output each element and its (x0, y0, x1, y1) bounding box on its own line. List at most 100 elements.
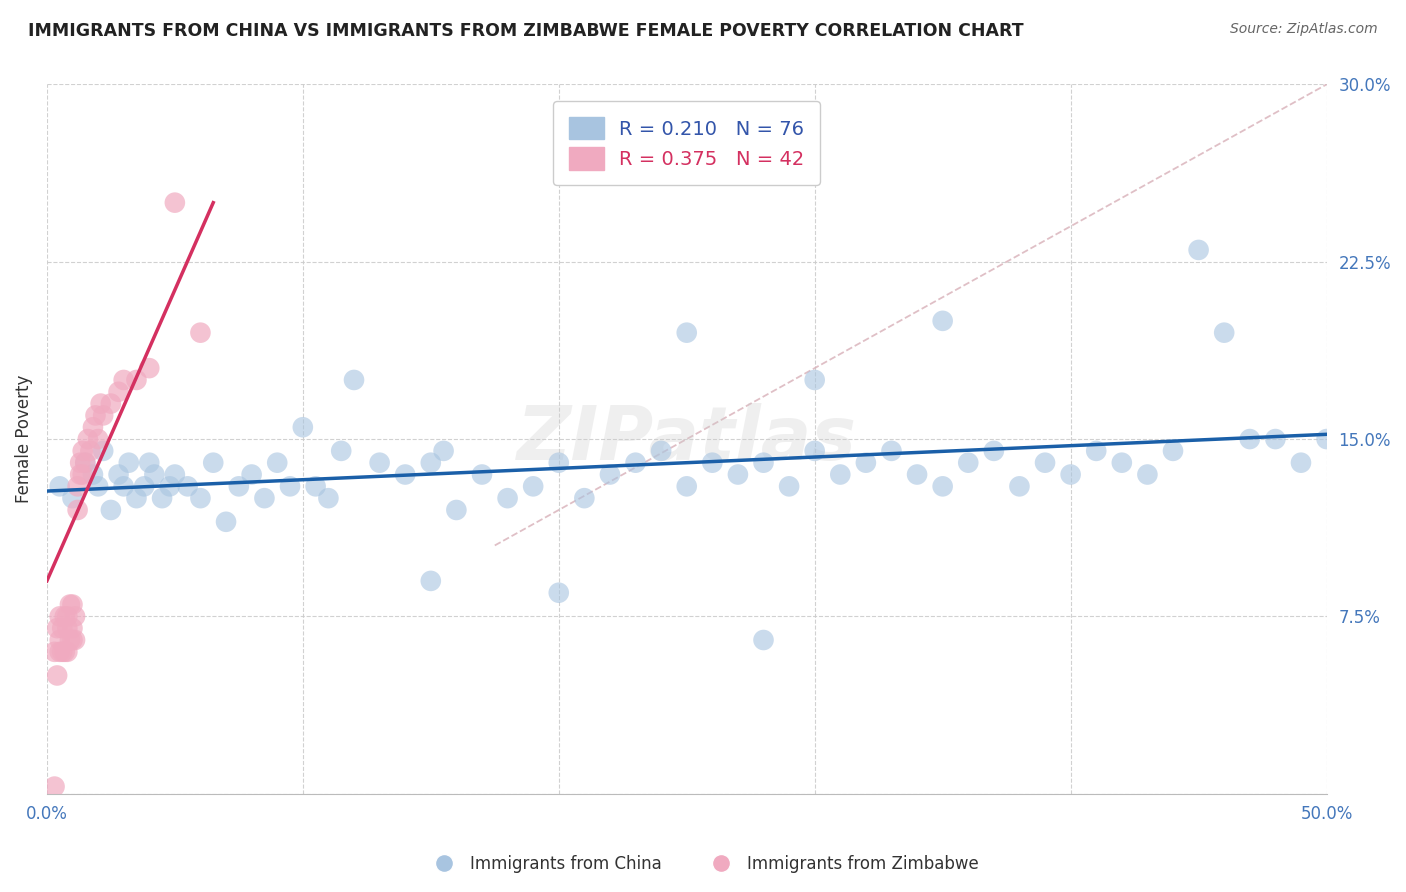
Point (343, 373, 366, 387)
Point (91, 443, 114, 458)
Text: IMMIGRANTS FROM CHINA VS IMMIGRANTS FROM ZIMBABWE FEMALE POVERTY CORRELATION CHA: IMMIGRANTS FROM CHINA VS IMMIGRANTS FROM… (28, 22, 1024, 40)
Point (107, 467, 129, 482)
Point (84, 409, 107, 423)
Point (51, 621, 73, 635)
Point (752, 632, 775, 647)
Point (1008, 479, 1031, 493)
Point (176, 479, 198, 493)
Point (159, 479, 181, 493)
Point (53, 609, 76, 624)
Point (163, 195, 186, 210)
Point (1239, 432, 1261, 446)
Point (855, 456, 877, 470)
Point (1289, 456, 1312, 470)
Point (107, 384, 129, 399)
Point (291, 420, 314, 434)
Point (1264, 432, 1286, 446)
Point (419, 574, 441, 588)
Point (46, 668, 69, 682)
Point (675, 326, 697, 340)
Point (1111, 456, 1133, 470)
Point (112, 479, 135, 493)
Point (75, 456, 97, 470)
Point (79, 443, 101, 458)
Point (266, 456, 288, 470)
Point (522, 479, 544, 493)
Point (91, 409, 114, 423)
Point (983, 443, 1005, 458)
Point (51, 645, 73, 659)
Point (650, 443, 672, 458)
Point (150, 491, 173, 505)
Point (304, 479, 326, 493)
Point (1161, 443, 1184, 458)
Point (53, 645, 76, 659)
Point (134, 479, 156, 493)
Point (63, 632, 86, 647)
Point (118, 456, 141, 470)
Legend: R = 0.210   N = 76, R = 0.375   N = 42: R = 0.210 N = 76, R = 0.375 N = 42 (554, 102, 820, 185)
Point (125, 373, 148, 387)
Point (702, 456, 724, 470)
Point (496, 491, 519, 505)
Legend: Immigrants from China, Immigrants from Zimbabwe: Immigrants from China, Immigrants from Z… (420, 848, 986, 880)
Point (278, 479, 301, 493)
Point (190, 326, 212, 340)
Point (1187, 243, 1209, 257)
Point (138, 361, 160, 376)
Point (48, 609, 70, 624)
Point (547, 456, 569, 470)
Point (931, 314, 953, 328)
Point (112, 373, 135, 387)
Point (62, 621, 84, 635)
Point (599, 467, 621, 482)
Text: Source: ZipAtlas.com: Source: ZipAtlas.com (1230, 22, 1378, 37)
Point (803, 443, 825, 458)
Point (1316, 432, 1339, 446)
Point (228, 479, 250, 493)
Point (143, 467, 166, 482)
Point (66, 503, 89, 517)
Point (1136, 467, 1159, 482)
Point (803, 373, 825, 387)
Y-axis label: Female Poverty: Female Poverty (15, 375, 32, 503)
Point (574, 491, 596, 505)
Point (830, 467, 852, 482)
Point (1213, 326, 1236, 340)
Point (69, 456, 91, 470)
Point (432, 443, 454, 458)
Point (63, 609, 86, 624)
Point (56, 609, 79, 624)
Point (931, 479, 953, 493)
Point (82, 467, 104, 482)
Point (48, 632, 70, 647)
Point (318, 491, 340, 505)
Point (69, 467, 91, 482)
Point (62, 598, 84, 612)
Point (59, 632, 82, 647)
Point (163, 467, 186, 482)
Point (62, 632, 84, 647)
Point (66, 479, 89, 493)
Point (190, 491, 212, 505)
Point (46, 621, 69, 635)
Point (905, 467, 928, 482)
Point (675, 479, 697, 493)
Point (1059, 467, 1081, 482)
Point (56, 621, 79, 635)
Point (957, 456, 980, 470)
Point (368, 456, 391, 470)
Point (100, 503, 122, 517)
Point (253, 491, 276, 505)
Point (44, 645, 66, 659)
Point (202, 456, 225, 470)
Text: ZIPatlas: ZIPatlas (517, 402, 856, 475)
Point (100, 396, 122, 410)
Point (624, 456, 647, 470)
Point (76, 432, 98, 446)
Point (778, 479, 800, 493)
Point (72, 443, 94, 458)
Point (44, 780, 66, 794)
Point (87, 432, 110, 446)
Point (138, 456, 160, 470)
